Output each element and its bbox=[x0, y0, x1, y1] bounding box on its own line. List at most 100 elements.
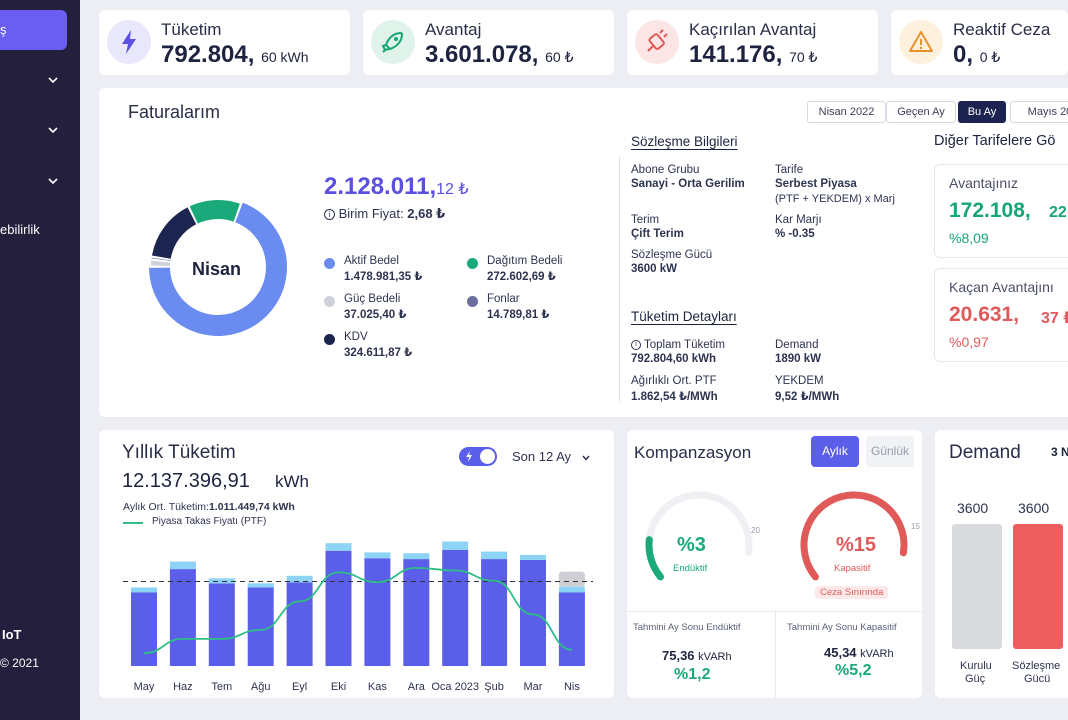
x-tick-label: Nis bbox=[564, 681, 580, 693]
bar-consumption bbox=[169, 569, 196, 666]
range-select[interactable]: Son 12 Ay bbox=[512, 449, 591, 464]
divider bbox=[619, 156, 620, 401]
donut-segment-fonlar bbox=[151, 257, 171, 261]
sidebar-item-active[interactable]: ş bbox=[0, 10, 67, 50]
warning-icon bbox=[899, 20, 943, 64]
invoices-card: Faturalarım Nisan 2022 Geçen Ay Bu Ay Ma… bbox=[99, 88, 1068, 417]
missed-advantage-fraction: 37 ₺ bbox=[1041, 310, 1068, 327]
x-tick-label: Mar bbox=[524, 681, 543, 693]
capacitive-gauge bbox=[800, 491, 908, 581]
inductive-value: %3 bbox=[677, 534, 706, 556]
kpi-card-reactive-penalty: Reaktif Ceza 0, 0 ₺ bbox=[891, 10, 1068, 75]
legend-label: KDV bbox=[344, 331, 368, 343]
legend-dot bbox=[467, 296, 478, 307]
unit-price: i Birim Fiyat: 2,68 ₺ bbox=[324, 206, 445, 222]
bar-extra bbox=[481, 551, 508, 560]
legend-dot bbox=[324, 334, 335, 345]
chevron-down-icon[interactable] bbox=[47, 175, 59, 187]
kpi-title: Kaçırılan Avantaj bbox=[689, 20, 817, 39]
page-title: Faturalarım bbox=[128, 102, 221, 122]
compensation-title: Kompanzasyon bbox=[634, 443, 752, 462]
donut-segments bbox=[149, 200, 287, 336]
tab-monthly[interactable]: Aylık bbox=[811, 436, 859, 467]
field-label: Terim bbox=[631, 214, 660, 226]
yearly-consumption-card: Yıllık Tüketim 12.137.396,91 kWh Son 12 … bbox=[99, 430, 614, 698]
bar-partial bbox=[558, 571, 585, 587]
field-label: i Toplam Tüketim bbox=[631, 339, 725, 351]
consumption-details-title[interactable]: Tüketim Detayları bbox=[631, 309, 737, 324]
advantage-subcard: Avantajınız 172.108, 22 %8,09 bbox=[934, 164, 1068, 258]
legend-value: 324.611,87 ₺ bbox=[344, 347, 413, 359]
rocket-icon bbox=[371, 20, 415, 64]
donut-segment-aktif-bedel bbox=[149, 202, 287, 336]
legend-dot bbox=[324, 296, 335, 307]
estimate-capacitive-label: Tahmini Ay Sonu Kapasitif bbox=[787, 622, 897, 633]
field-label: Ağırlıklı Ort. PTF bbox=[631, 375, 717, 387]
estimate-inductive-value: 75,36 kVARh bbox=[662, 648, 732, 663]
sidebar-item-sustainability[interactable]: ebilirlik bbox=[0, 222, 40, 237]
period-button-previous[interactable]: Geçen Ay bbox=[886, 101, 956, 123]
legend-value: 272.602,69 ₺ bbox=[487, 271, 556, 283]
x-tick-label: May bbox=[134, 681, 155, 693]
chevron-down-icon bbox=[582, 455, 590, 461]
estimate-capacitive-value: 45,34 kVARh bbox=[824, 645, 894, 660]
period-button-next[interactable]: Mayıs 20 bbox=[1010, 101, 1068, 123]
bars-group bbox=[131, 541, 585, 666]
inductive-label: Endüktif bbox=[673, 563, 708, 574]
period-button-current[interactable]: Bu Ay bbox=[958, 101, 1006, 123]
contract-info-title[interactable]: Sözleşme Bilgileri bbox=[631, 134, 738, 149]
estimate-capacitive-percent: %5,2 bbox=[835, 662, 872, 679]
bar-consumption bbox=[481, 559, 508, 666]
field-value: 3600 kW bbox=[631, 263, 678, 275]
sidebar-item-label: ş bbox=[0, 22, 7, 37]
kpi-title: Avantaj bbox=[425, 20, 482, 39]
capacitive-label: Kapasitif bbox=[834, 563, 871, 574]
estimate-inductive-percent: %1,2 bbox=[674, 666, 711, 683]
lightning-icon bbox=[107, 20, 151, 64]
donut-center-label: Nisan bbox=[192, 259, 242, 279]
divider bbox=[775, 611, 776, 698]
gauge-fill bbox=[800, 491, 908, 581]
chevron-down-icon[interactable] bbox=[47, 124, 59, 136]
lightning-icon bbox=[466, 451, 472, 462]
bar-consumption bbox=[131, 592, 157, 666]
ptf-legend-label: Piyasa Takas Fiyatı (PTF) bbox=[152, 516, 267, 527]
chevron-down-icon[interactable] bbox=[47, 74, 59, 86]
x-tick-label: Şub bbox=[484, 681, 504, 693]
bar-extra bbox=[325, 543, 352, 551]
tab-daily[interactable]: Günlük bbox=[866, 436, 914, 467]
kpi-card-advantage: Avantaj 3.601.078, 60 ₺ bbox=[363, 10, 614, 75]
capacitive-value: %15 bbox=[836, 534, 877, 556]
divider bbox=[627, 611, 922, 612]
chart-toggle[interactable] bbox=[459, 447, 497, 466]
kpi-title: Tüketim bbox=[161, 20, 222, 39]
kpi-card-consumption: Tüketim 792.804, 60 kWh bbox=[99, 10, 350, 75]
compensation-card: Kompanzasyon Aylık Günlük %3 Endüktif 20… bbox=[627, 430, 922, 698]
field-label: YEKDEM bbox=[775, 375, 824, 387]
missed-advantage-value: 20.631, bbox=[949, 303, 1020, 326]
bar-extra bbox=[286, 575, 313, 583]
missed-advantage-percent: %0,97 bbox=[949, 334, 989, 350]
plug-icon bbox=[635, 20, 679, 64]
x-tick-label: Haz bbox=[173, 681, 193, 693]
kpi-title: Reaktif Ceza bbox=[953, 20, 1051, 39]
bar-consumption bbox=[520, 559, 546, 666]
bar-extra bbox=[169, 561, 196, 570]
advantage-label: Avantajınız bbox=[949, 175, 1019, 191]
field-value: % -0.35 bbox=[775, 228, 815, 240]
x-tick-label: Ağu bbox=[251, 681, 271, 693]
advantage-value-fraction: 22 bbox=[1049, 204, 1067, 221]
legend-label: Fonlar bbox=[487, 293, 520, 305]
advantage-value: 172.108, bbox=[949, 199, 1031, 222]
advantage-percent: %8,09 bbox=[949, 230, 989, 246]
bar-consumption bbox=[558, 592, 585, 666]
installed-power-value: 3600 bbox=[957, 500, 989, 516]
x-tick-label: Eki bbox=[331, 681, 346, 693]
field-label: Kar Marjı bbox=[775, 214, 822, 226]
demand-filter[interactable]: 3 N bbox=[1051, 445, 1068, 459]
inductive-gauge bbox=[645, 491, 753, 581]
period-button-nisan[interactable]: Nisan 2022 bbox=[807, 101, 886, 123]
bar-extra bbox=[403, 553, 430, 560]
brand-name: IoT bbox=[2, 627, 22, 642]
kpi-value: 0, 0 ₺ bbox=[953, 41, 1001, 68]
